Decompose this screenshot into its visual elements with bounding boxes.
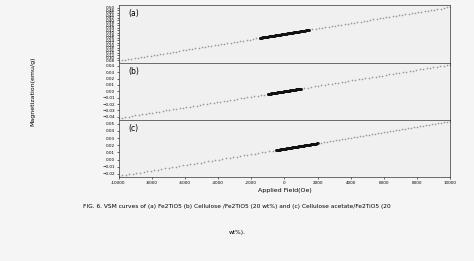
- Text: (a): (a): [128, 9, 139, 18]
- Text: (c): (c): [128, 124, 138, 133]
- Text: FIG. 6. VSM curves of (a) Fe2TiO5 (b) Cellulose /Fe2TiO5 (20 wt%) and (c) Cellul: FIG. 6. VSM curves of (a) Fe2TiO5 (b) Ce…: [83, 204, 391, 209]
- X-axis label: Applied Field(Oe): Applied Field(Oe): [257, 188, 311, 193]
- Text: (b): (b): [128, 67, 139, 76]
- Text: Magnetization(emu/g): Magnetization(emu/g): [31, 57, 36, 126]
- Text: wt%).: wt%).: [228, 230, 246, 235]
